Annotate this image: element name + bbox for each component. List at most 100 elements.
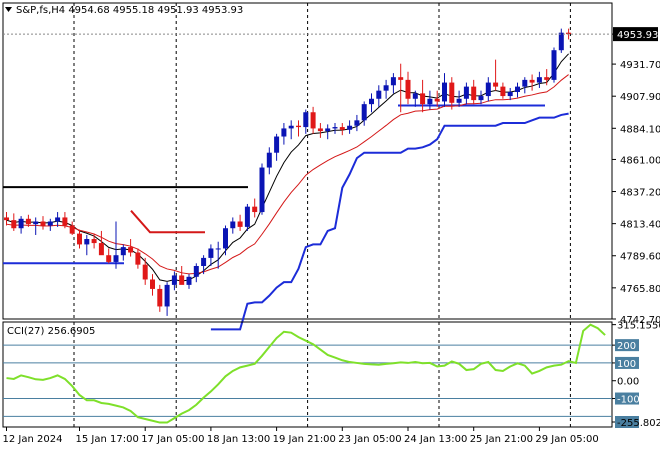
candle [544,69,550,86]
time-axis-label: 23 Jan 05:00 [338,434,401,445]
candle [412,90,418,107]
candle-body [266,152,272,168]
candle-body [339,127,345,130]
cci-level-box [615,356,639,369]
candle [164,282,170,316]
cci-level-lines [3,344,612,417]
candle [91,233,97,249]
candle-body [157,288,163,307]
candle-body [106,255,112,262]
candle-body [310,112,316,129]
time-axis-label: 15 Jan 17:00 [76,434,139,445]
candle-body [500,86,506,97]
candle [135,248,141,269]
price-header-text: S&P,fs,H4 4954.68 4955.18 4951.93 4953.9… [16,5,243,16]
candle [434,90,440,107]
price-axis-label: 4884.10 [620,124,660,135]
candle-body [62,217,68,226]
candle [274,133,280,161]
price-axis-label: 4907.90 [620,92,660,103]
candle-body [456,98,462,103]
candle-body [25,218,31,225]
candle-body [11,220,17,229]
candle [157,284,163,312]
candle [456,90,462,107]
candle [62,212,68,229]
candle [383,79,389,99]
candle-body [98,243,104,256]
candle-body [259,167,265,213]
candle-body [91,239,97,244]
candle-body [412,93,418,99]
trailing-envelope-line [210,112,569,331]
candle-body [208,248,214,258]
stop-level-line [130,210,205,234]
candle [150,274,155,296]
price-axis-label: 4837.20 [620,188,660,199]
candle-body [33,221,39,225]
candle [558,28,564,53]
candle [515,82,520,98]
candle [193,263,199,283]
candle [179,265,185,285]
candle-body [274,136,280,153]
cci-pane: CCI(27) 256.6905 [2,321,613,428]
candle-body [485,82,491,97]
candle [113,221,119,269]
candle [98,230,104,256]
candle [361,101,367,126]
candle [471,79,477,105]
candle [478,90,484,105]
price-axis-label: 4765.80 [620,284,660,295]
candle-body [296,125,301,128]
candle-body [332,127,338,129]
candle [332,123,338,134]
candle-body [434,98,440,102]
candle [47,218,53,231]
candle [237,214,243,231]
candle-body [223,228,228,249]
candle [507,87,513,101]
candle [171,271,177,291]
candle [354,114,360,132]
candle-body [544,77,550,80]
candle [40,216,46,230]
candle-body [551,50,557,80]
candle-body [4,217,9,221]
candle-body [398,77,404,80]
price-pane: S&P,fs,H4 4954.68 4955.18 4951.93 4953.9… [2,2,613,331]
time-axis: 12 Jan 2024 15 Jan 17:00 17 Jan 05:00 18 Ja… [3,427,599,445]
candle-body [507,92,513,97]
candle [223,225,228,256]
time-axis-label: 25 Jan 21:00 [470,434,533,445]
fast-moving-average-line [6,53,569,282]
candle [442,73,447,107]
candle [463,82,469,105]
candle [142,257,148,285]
cci-header-text: CCI(27) 256.6905 [7,326,95,337]
candle-body [142,264,148,280]
candle-body [566,32,572,35]
candle [106,248,112,264]
candle-body [252,206,258,213]
chart-menu-triangle-icon[interactable] [5,7,12,12]
candle [420,79,426,113]
candle [281,123,287,145]
candle [376,85,382,107]
candle [252,198,258,218]
candle-body [244,206,250,227]
candle-body [463,86,469,99]
candle [325,124,331,140]
candle-body [164,284,170,307]
cci-axis-label: -100 [617,395,640,406]
candle-body [405,79,411,99]
candle-body [193,265,199,277]
candle [500,82,506,99]
cci-pane-frame [2,321,613,428]
candle [128,239,134,257]
cci-level-box [615,339,639,352]
candle [310,106,316,134]
price-axis-label: 4742.70 [620,315,660,326]
